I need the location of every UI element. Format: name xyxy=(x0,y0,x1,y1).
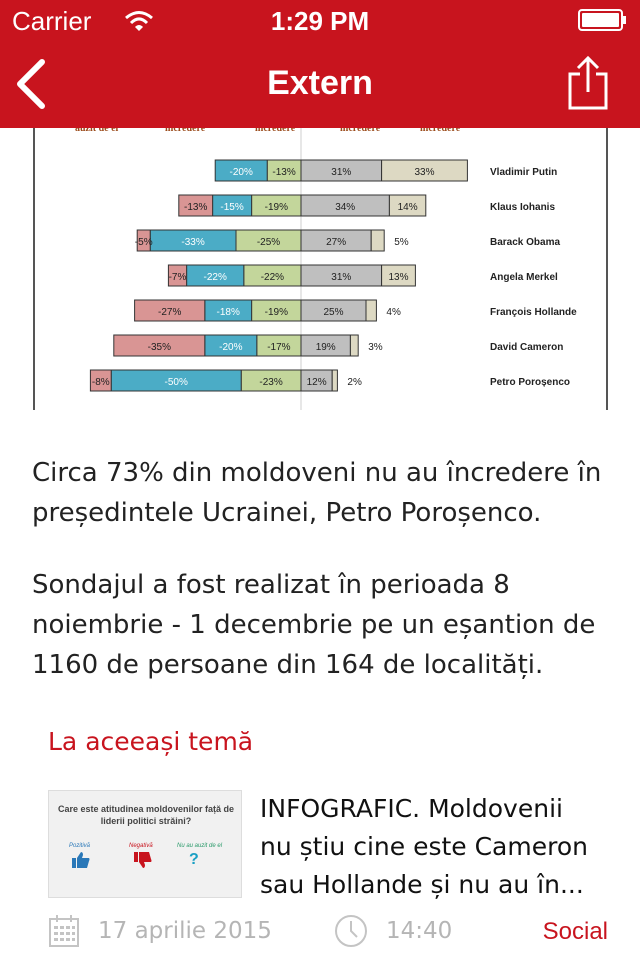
chart-data-label: -15% xyxy=(220,202,243,213)
chart-category-label: Klaus Iohanis xyxy=(490,202,555,213)
chart-data-label: -27% xyxy=(158,307,181,318)
article-paragraph: Circa 73% din moldoveni nu au încredere … xyxy=(32,458,602,528)
chart-data-label: -22% xyxy=(204,272,227,283)
chart-data-label: 27% xyxy=(326,237,346,248)
chart-category-label: Barack Obama xyxy=(490,237,560,248)
chart-category-label: Vladimir Putin xyxy=(490,167,557,178)
chart-bar xyxy=(113,334,206,357)
chart-category-label: David Cameron xyxy=(490,342,563,353)
chart-data-label: -19% xyxy=(265,202,288,213)
chart-column-header: încredere xyxy=(164,128,206,134)
chart-data-label: -23% xyxy=(259,377,282,388)
chart-data-label: 31% xyxy=(331,167,351,178)
thumbnail-label: Pozitivă xyxy=(69,843,91,849)
chart-data-label: -5% xyxy=(135,237,153,248)
chart-data-label: -20% xyxy=(219,342,242,353)
related-article-card[interactable]: Care este atitudinea moldovenilor față d… xyxy=(48,790,608,900)
chart-data-label: 19% xyxy=(316,342,336,353)
chart-bar xyxy=(89,369,112,392)
app-header: Carrier 1:29 PM Extern xyxy=(0,0,640,128)
article-time: 14:40 xyxy=(386,918,453,944)
chart-data-label: -50% xyxy=(165,377,188,388)
chart-data-label: -33% xyxy=(181,237,204,248)
question-mark-icon: ? xyxy=(189,851,199,868)
chart-data-label: -13% xyxy=(272,167,295,178)
thumbnail-title: Care este atitudinea moldovenilor față d… xyxy=(57,804,235,826)
chart-column-header: auzit de el xyxy=(75,128,119,134)
chevron-left-icon[interactable] xyxy=(8,58,58,110)
chart-data-label: 14% xyxy=(398,202,418,213)
chart-data-label: -7% xyxy=(169,272,187,283)
chart-data-label: 25% xyxy=(323,307,343,318)
chart-bar xyxy=(214,159,268,182)
chart-bar xyxy=(365,299,377,322)
chart-data-label: 34% xyxy=(335,202,355,213)
chart-bar xyxy=(167,264,188,287)
article-meta: 17 aprilie 2015 14:40 Social xyxy=(48,912,608,952)
chart-data-label: -25% xyxy=(257,237,280,248)
chart-data-label: 3% xyxy=(368,342,383,353)
share-icon[interactable] xyxy=(566,54,610,112)
thumbnail-label: Negativă xyxy=(129,843,153,849)
chart-column-header: încredere xyxy=(419,128,461,134)
chart-data-label: -19% xyxy=(265,307,288,318)
survey-chart: auzit de el încredere încredere încredere în… xyxy=(75,128,577,410)
chart-data-label: -35% xyxy=(148,342,171,353)
chart-bar xyxy=(349,334,359,357)
chart-data-label: 4% xyxy=(386,307,401,318)
chart-data-label: -20% xyxy=(230,167,253,178)
chart-bar xyxy=(134,299,206,322)
chart-bar xyxy=(388,194,427,217)
chart-category-label: Angela Merkel xyxy=(490,272,558,283)
thumbs-down-icon xyxy=(134,852,152,868)
survey-chart-image: auzit de el încredere încredere încredere în… xyxy=(33,128,608,410)
article-paragraph: Sondajul a fost realizat în perioada 8 n… xyxy=(32,570,596,680)
chart-column-header: încredere xyxy=(254,128,296,134)
chart-data-label: 2% xyxy=(347,377,362,388)
related-thumbnail: Care este atitudinea moldovenilor față d… xyxy=(48,790,242,898)
chart-category-label: François Hollande xyxy=(490,307,577,318)
chart-data-label: -18% xyxy=(217,307,240,318)
chart-data-label: 5% xyxy=(394,237,409,248)
thumbs-up-icon xyxy=(72,852,90,868)
chart-category-label: Petro Poroșenco xyxy=(490,377,570,388)
wifi-icon xyxy=(125,11,153,31)
chart-data-label: -22% xyxy=(261,272,284,283)
article-date: 17 aprilie 2015 xyxy=(98,918,272,944)
chart-bar xyxy=(178,194,214,217)
battery-icon xyxy=(578,9,626,31)
category-link[interactable]: Social xyxy=(542,918,608,945)
chart-data-label: 33% xyxy=(414,167,434,178)
chart-bar xyxy=(331,369,338,392)
clock-icon xyxy=(335,915,367,947)
chart-bar xyxy=(370,229,385,252)
calendar-icon xyxy=(49,915,79,947)
chart-bar xyxy=(381,264,416,287)
chart-bar xyxy=(136,229,151,252)
nav-title: Extern xyxy=(267,64,373,102)
chart-data-label: 13% xyxy=(388,272,408,283)
chart-data-label: -17% xyxy=(267,342,290,353)
chart-data-label: -13% xyxy=(184,202,207,213)
chart-data-label: 12% xyxy=(307,377,327,388)
chart-data-label: 31% xyxy=(331,272,351,283)
chart-bar xyxy=(381,159,468,182)
related-article-title[interactable]: INFOGRAFIC. Moldovenii nu știu cine este… xyxy=(260,794,588,899)
chart-data-label: -8% xyxy=(92,377,110,388)
thumbnail-label: Nu au auzit de el xyxy=(177,843,223,849)
carrier-label: Carrier xyxy=(12,6,92,36)
related-heading: La aceeași temă xyxy=(48,727,254,756)
chart-column-header: încredere xyxy=(339,128,381,134)
status-time: 1:29 PM xyxy=(270,6,370,36)
navigation-bar: Extern xyxy=(0,40,640,128)
status-bar: Carrier 1:29 PM xyxy=(0,0,640,40)
